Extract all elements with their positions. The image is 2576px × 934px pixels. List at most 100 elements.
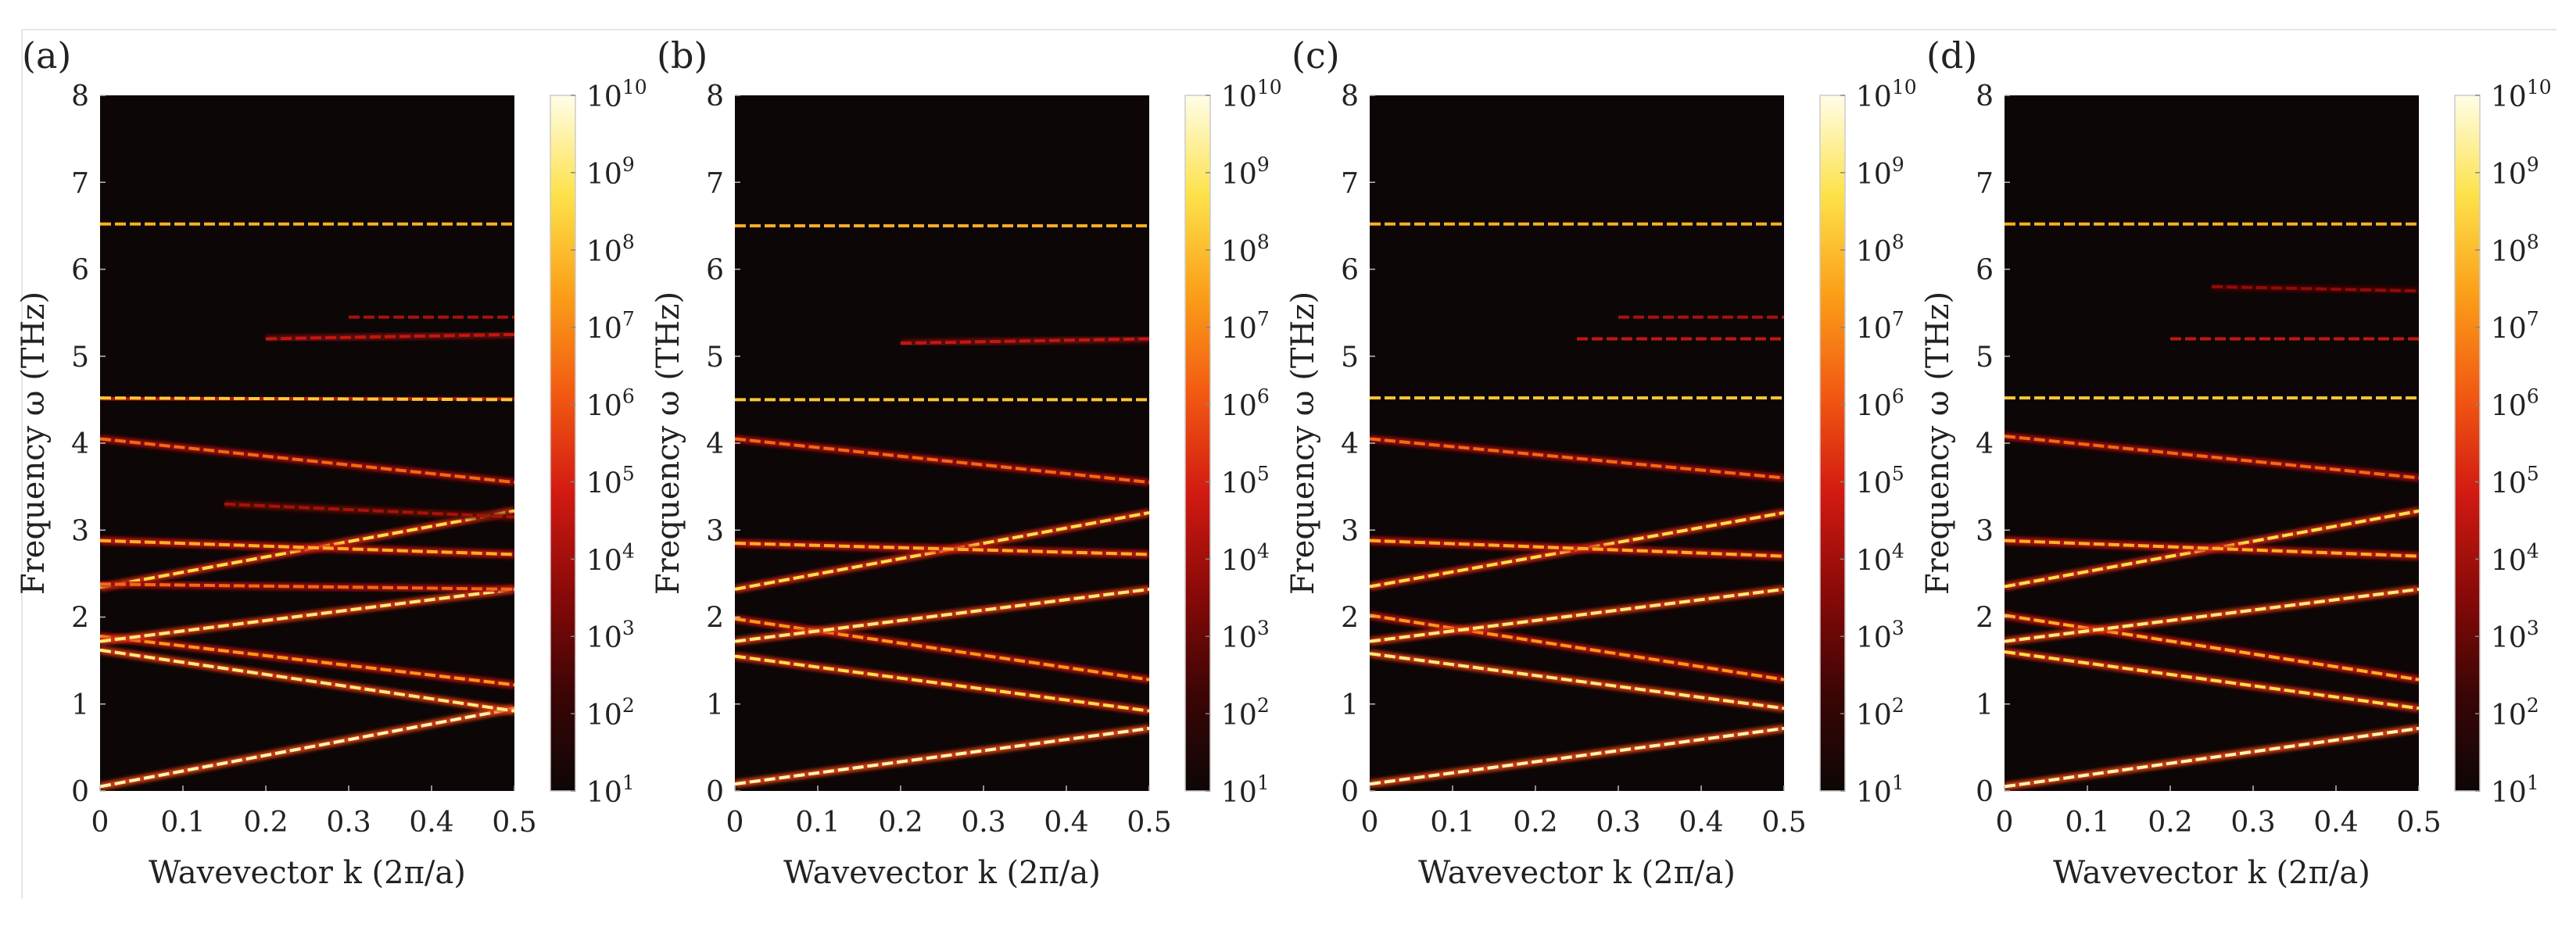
colorbar-tick-label: 101: [586, 771, 635, 809]
x-tick-label: 0: [726, 807, 744, 839]
y-axis-label: Frequency ω (THz): [650, 292, 686, 595]
x-tick-label: 0.3: [326, 807, 371, 839]
y-tick-label: 6: [71, 255, 89, 287]
y-axis-label: Frequency ω (THz): [1285, 292, 1321, 595]
band-core: [100, 437, 514, 485]
y-tick-label: 5: [706, 342, 724, 374]
y-tick-label: 3: [1976, 515, 1994, 547]
y-tick-label: 0: [1976, 776, 1994, 808]
band-core: [1370, 614, 1784, 682]
band-core: [100, 634, 514, 687]
y-tick-label: 7: [71, 167, 89, 199]
y-tick-label: 3: [706, 515, 724, 547]
y-tick-label: 5: [1341, 342, 1359, 374]
colorbar-tick-label: 106: [586, 385, 635, 423]
band-core: [100, 396, 514, 402]
colorbar-tick-label: 1010: [1221, 76, 1282, 113]
x-tick-label: 0.2: [1513, 807, 1557, 839]
y-tick-label: 7: [706, 167, 724, 199]
y-tick-label: 8: [71, 81, 89, 113]
colorbar-tick-label: 108: [1856, 231, 1904, 268]
band-core: [100, 648, 514, 713]
band-core: [1370, 587, 1784, 643]
colorbar-tick-label: 1010: [2491, 76, 2552, 113]
y-tick-label: 0: [1341, 776, 1359, 808]
band-core: [100, 539, 514, 556]
x-axis-label: Wavevector k (2π/a): [1418, 855, 1736, 891]
colorbar-tick-label: 105: [586, 462, 635, 499]
x-tick-label: 0.2: [243, 807, 288, 839]
y-tick-label: 8: [706, 81, 724, 113]
x-tick-label: 0: [1996, 807, 2014, 839]
y-tick-label: 1: [1976, 689, 1994, 721]
x-axis-label: Wavevector k (2π/a): [2053, 855, 2370, 891]
colorbar: [1819, 95, 1846, 792]
x-tick-label: 0.4: [1679, 807, 1723, 839]
y-tick-label: 1: [706, 689, 724, 721]
x-tick-label: 0.1: [2065, 807, 2109, 839]
band-core: [900, 337, 1149, 345]
x-tick-label: 0.5: [1127, 807, 1171, 839]
x-tick-label: 0.3: [1596, 807, 1640, 839]
y-tick-label: 4: [1341, 428, 1359, 460]
x-tick-label: 0.4: [409, 807, 453, 839]
y-tick-label: 1: [71, 689, 89, 721]
y-tick-label: 2: [71, 603, 89, 635]
band-core: [735, 587, 1149, 643]
panel-c: (c) 0 1 2 3 4 5 6 7 8 0 0.1 0.2 0.3 0.4 0.5 Wavevector k…: [1285, 34, 1917, 891]
colorbar-tick-label: 105: [1856, 462, 1904, 499]
y-tick-label: 0: [71, 776, 89, 808]
colorbar-tick-label: 104: [1221, 539, 1270, 577]
x-axis-label: Wavevector k (2π/a): [783, 855, 1101, 891]
heatmap-bands: [1370, 220, 1784, 789]
y-tick-label: 3: [71, 515, 89, 547]
x-tick-label: 0.1: [160, 807, 205, 839]
band-core: [1370, 437, 1784, 480]
band-core: [2005, 614, 2419, 682]
colorbar-tick-label: 105: [2491, 462, 2539, 499]
colorbar-tick-label: 108: [586, 231, 635, 268]
colorbar-tick-label: 103: [586, 617, 635, 654]
band-core: [2005, 726, 2419, 789]
x-tick-label: 0.5: [2396, 807, 2441, 839]
colorbar-tick-label: 101: [1856, 771, 1904, 809]
y-tick-label: 5: [1976, 342, 1994, 374]
band-core: [224, 502, 514, 519]
x-tick-label: 0.4: [2313, 807, 2358, 839]
y-tick-label: 4: [71, 428, 89, 460]
panel-label: (a): [22, 34, 71, 77]
band-core: [735, 654, 1149, 713]
band-core: [1370, 726, 1784, 786]
y-tick-label: 8: [1976, 81, 1994, 113]
colorbar-tick-label: 109: [1221, 153, 1270, 191]
y-tick-label: 4: [706, 428, 724, 460]
y-tick-label: 4: [1976, 428, 1994, 460]
colorbar-tick-label: 103: [1856, 617, 1904, 654]
colorbar-tick-label: 106: [1856, 385, 1904, 423]
colorbar-tick-label: 1010: [1856, 76, 1917, 113]
colorbar-tick-label: 107: [586, 308, 635, 345]
colorbar-tick-label: 109: [586, 153, 635, 191]
y-tick-label: 2: [706, 603, 724, 635]
band-core: [735, 437, 1149, 485]
colorbar: [550, 95, 576, 792]
colorbar: [2454, 95, 2481, 792]
panel-label: (d): [1926, 34, 1977, 77]
colorbar-tick-label: 103: [1221, 617, 1270, 654]
y-tick-label: 6: [1341, 255, 1359, 287]
colorbar-tick-label: 101: [2491, 771, 2539, 809]
band-core: [265, 332, 514, 341]
colorbar-tick-label: 103: [2491, 617, 2539, 654]
colorbar-tick-label: 104: [586, 539, 635, 577]
panels: (a) 0 1 2 3 4 5 6 7 8 0 0.1 0.2 0.3 0.4 0.5 Wavevector k…: [16, 34, 2552, 891]
x-tick-label: 0.3: [961, 807, 1005, 839]
panel-a: (a) 0 1 2 3 4 5 6 7 8 0 0.1 0.2 0.3 0.4 0.5 Wavevector k…: [16, 34, 647, 891]
y-tick-label: 6: [706, 255, 724, 287]
colorbar-tick-label: 102: [1856, 694, 1904, 732]
band-core: [2005, 539, 2419, 558]
y-tick-label: 3: [1341, 515, 1359, 547]
colorbar: [1184, 95, 1211, 792]
colorbar-tick-label: 1010: [586, 76, 647, 113]
colorbar-tick-label: 105: [1221, 462, 1270, 499]
